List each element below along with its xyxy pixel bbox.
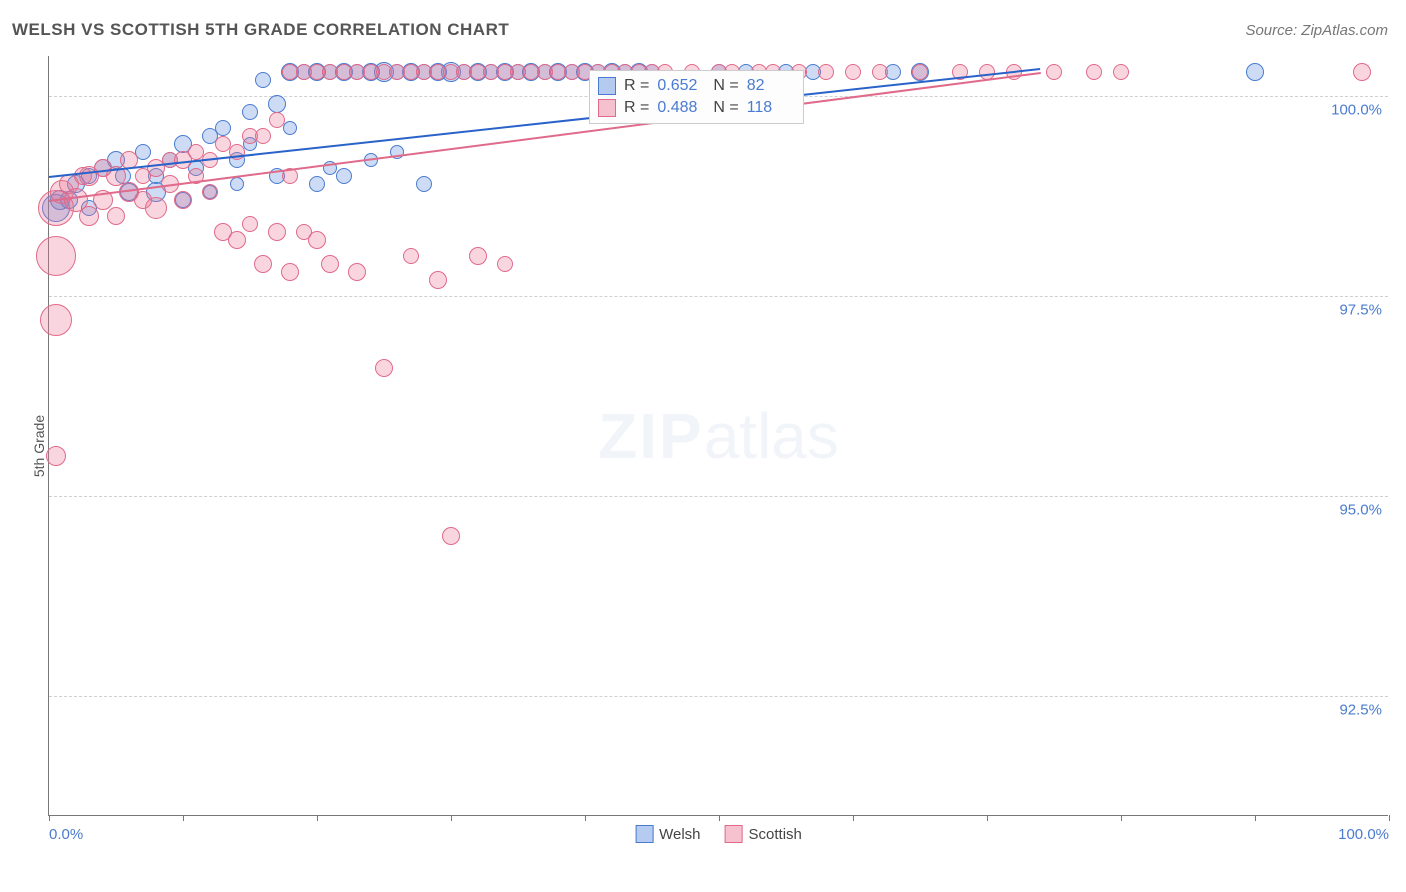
scottish-point [1046,64,1062,80]
y-tick-label: 95.0% [1339,502,1382,519]
scottish-point [872,64,888,80]
scottish-point [145,197,167,219]
legend-swatch [725,825,743,843]
y-tick-label: 97.5% [1339,302,1382,319]
scottish-point [1086,64,1102,80]
watermark-light: atlas [704,400,839,472]
welsh-point [309,176,325,192]
x-tick [49,815,50,821]
x-tick [1255,815,1256,821]
scottish-point [242,216,258,232]
legend: Welsh Scottish [635,825,802,843]
scottish-point [36,236,76,276]
x-tick [585,815,586,821]
scottish-point [281,263,299,281]
stat-swatch [598,77,616,95]
scottish-point [269,112,285,128]
scottish-point [254,255,272,273]
scottish-point [321,255,339,273]
scottish-point [174,191,192,209]
scottish-point [107,207,125,225]
scottish-point [469,247,487,265]
scottish-point [818,64,834,80]
x-tick [183,815,184,821]
stat-n-label: N = [713,77,738,95]
x-tick [987,815,988,821]
welsh-point [283,121,297,135]
x-tick [853,815,854,821]
welsh-point [336,168,352,184]
correlation-stat-box: R = 0.652 N = 82 R = 0.488 N = 118 [589,70,804,124]
stat-r-label: R = [624,99,649,117]
x-tick [451,815,452,821]
stat-r-label: R = [624,77,649,95]
stat-n-value: 82 [747,77,795,95]
welsh-point [215,120,231,136]
x-tick [719,815,720,821]
scottish-point [255,128,271,144]
scottish-point [46,446,66,466]
welsh-trend-line [49,68,1041,178]
gridline [49,496,1388,497]
plot-area: ZIPatlas 92.5%95.0%97.5%100.0%0.0%100.0%… [48,56,1388,816]
x-tick-label: 0.0% [49,826,83,843]
source-label: Source: ZipAtlas.com [1245,22,1388,39]
welsh-point [416,176,432,192]
gridline [49,296,1388,297]
legend-swatch [635,825,653,843]
scottish-point [1113,64,1129,80]
stat-n-label: N = [713,99,738,117]
x-tick-label: 100.0% [1338,826,1389,843]
y-tick-label: 92.5% [1339,702,1382,719]
scottish-point [268,223,286,241]
legend-label: Scottish [749,826,802,843]
scottish-point [442,527,460,545]
scottish-point [202,184,218,200]
scottish-point [308,231,326,249]
scottish-point [40,304,72,336]
watermark-bold: ZIP [598,400,704,472]
legend-label: Welsh [659,826,700,843]
stat-row: R = 0.652 N = 82 [598,75,795,97]
stat-row: R = 0.488 N = 118 [598,97,795,119]
scottish-point [497,256,513,272]
x-tick [1389,815,1390,821]
scottish-point [845,64,861,80]
watermark: ZIPatlas [598,399,839,473]
gridline [49,696,1388,697]
stat-swatch [598,99,616,117]
scottish-trend-line [49,72,1041,202]
scottish-point [228,231,246,249]
welsh-point [1246,63,1264,81]
scottish-point [912,64,928,80]
y-axis-label: 5th Grade [31,415,47,477]
chart-title: WELSH VS SCOTTISH 5TH GRADE CORRELATION … [12,20,509,40]
welsh-point [242,104,258,120]
legend-item: Welsh [635,825,700,843]
welsh-point [230,177,244,191]
x-tick [1121,815,1122,821]
stat-n-value: 118 [747,99,795,117]
legend-item: Scottish [725,825,802,843]
scottish-point [429,271,447,289]
stat-r-value: 0.652 [657,77,705,95]
x-tick [317,815,318,821]
scottish-point [1353,63,1371,81]
welsh-point [255,72,271,88]
scottish-point [375,359,393,377]
scottish-point [403,248,419,264]
scottish-point [79,206,99,226]
stat-r-value: 0.488 [657,99,705,117]
welsh-point [268,95,286,113]
scottish-point [348,263,366,281]
y-tick-label: 100.0% [1331,102,1382,119]
